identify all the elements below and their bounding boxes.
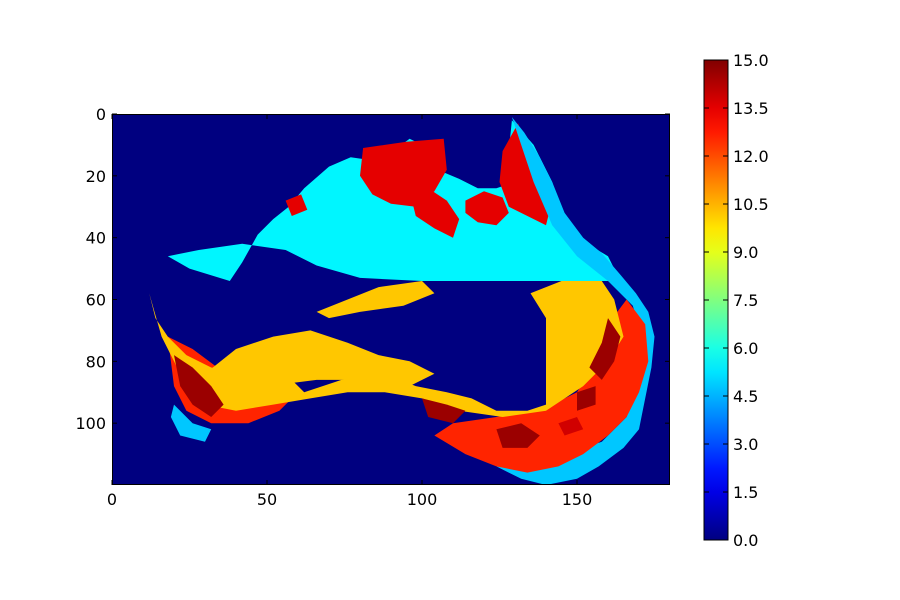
x-tick-label: 150: [562, 490, 593, 509]
colorbar-tick-label: 6.0: [733, 339, 758, 358]
colorbar-tick-label: 4.5: [733, 387, 758, 406]
y-tick-label: 0: [96, 105, 106, 124]
y-tick-label: 100: [75, 414, 106, 433]
y-tick-label: 40: [86, 229, 106, 248]
heatmap-region: [409, 188, 460, 238]
heatmap-region: [589, 318, 621, 380]
heatmap-region: [170, 404, 212, 442]
colorbar-tick-label: 13.5: [733, 99, 769, 118]
heatmap-region: [558, 417, 584, 436]
y-tick-label: 60: [86, 291, 106, 310]
colorbar-tick-label: 15.0: [733, 51, 769, 70]
colorbar-tick-label: 0.0: [733, 531, 758, 550]
heatmap-axes: 0 50 100 150 0 20 40 60 80 100: [75, 105, 670, 509]
heatmap-region: [316, 281, 435, 319]
colorbar: 0.0 1.5 3.0 4.5 6.0 7.5 9.0 10.5 12.0 13.5 15.0: [703, 51, 769, 550]
x-tick-label: 100: [407, 490, 438, 509]
heatmap-region: [434, 299, 649, 473]
colorbar-tick-label: 10.5: [733, 195, 769, 214]
colorbar-tick-label: 1.5: [733, 483, 758, 502]
heatmap-region: [174, 355, 224, 417]
colorbar-tick-label: 7.5: [733, 291, 758, 310]
heatmap-region: [205, 330, 435, 387]
heatmap-region: [465, 191, 509, 226]
x-tick-label: 50: [257, 490, 277, 509]
heatmap-region: [499, 123, 553, 226]
y-tick-label: 80: [86, 352, 106, 371]
colorbar-tick-label: 9.0: [733, 243, 758, 262]
x-tick-label: 0: [107, 490, 117, 509]
heatmap-region: [577, 386, 596, 411]
heatmap-region: [496, 423, 540, 448]
colorbar-tick-label: 3.0: [733, 435, 758, 454]
heatmap-region: [285, 194, 308, 216]
colorbar-tick-label: 12.0: [733, 147, 769, 166]
heatmap-region: [422, 398, 466, 424]
y-tick-label: 20: [86, 167, 106, 186]
heatmap-plot: [112, 114, 670, 485]
